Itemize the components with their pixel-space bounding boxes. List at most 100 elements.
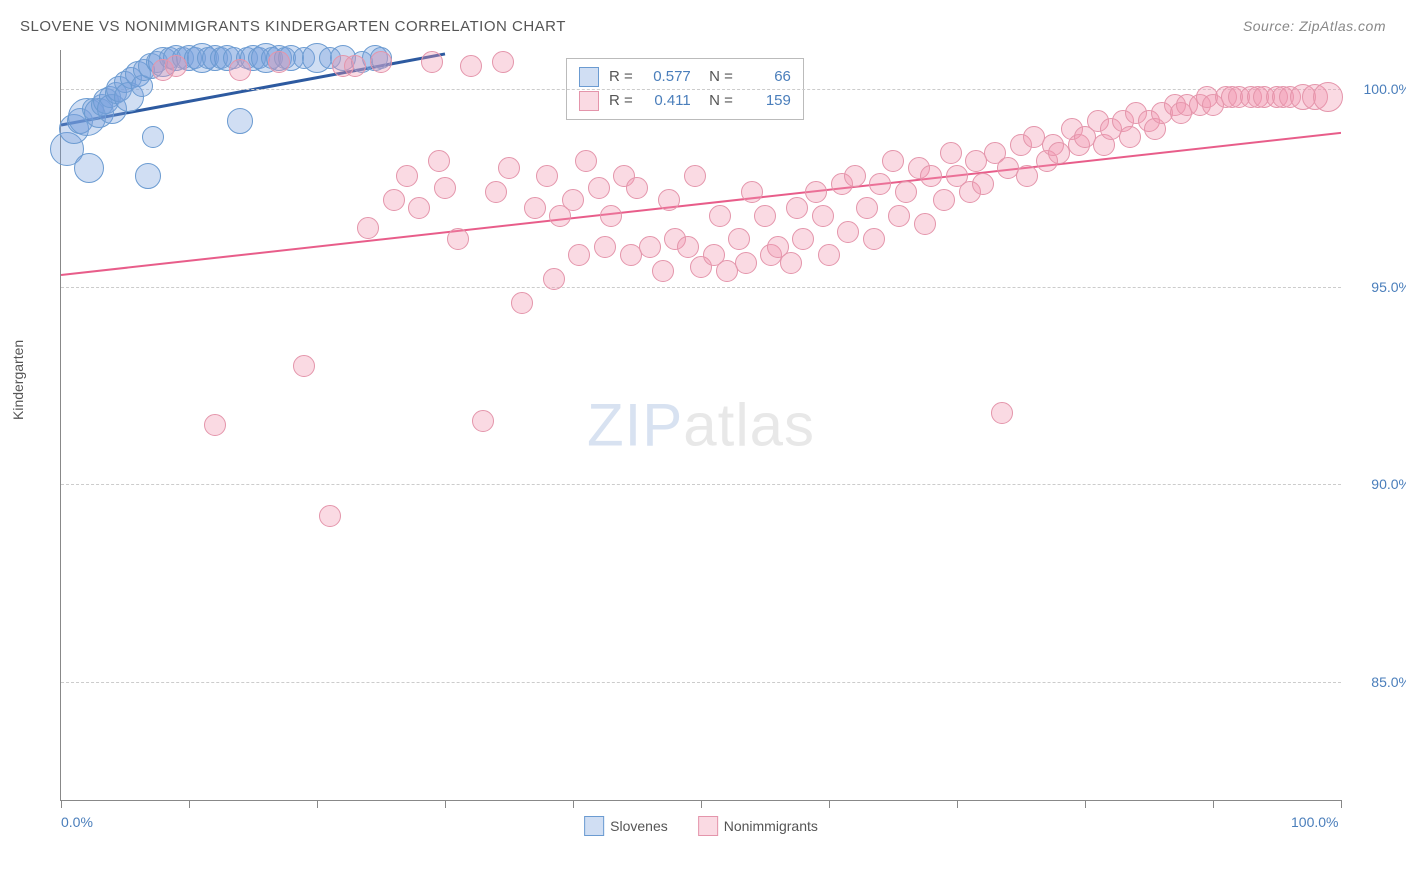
x-tick xyxy=(317,800,318,808)
data-point xyxy=(568,244,590,266)
bottom-legend: Slovenes Nonimmigrants xyxy=(584,816,818,836)
data-point xyxy=(658,189,680,211)
data-point xyxy=(709,205,731,227)
chart-source: Source: ZipAtlas.com xyxy=(1243,18,1386,35)
nonimmigrants-swatch-icon xyxy=(579,91,599,111)
data-point xyxy=(735,252,757,274)
x-tick xyxy=(701,800,702,808)
data-point xyxy=(1313,82,1343,112)
data-point xyxy=(844,165,866,187)
y-axis-label: Kindergarten xyxy=(10,340,26,420)
data-point xyxy=(383,189,405,211)
x-tick xyxy=(61,800,62,808)
x-tick xyxy=(573,800,574,808)
data-point xyxy=(888,205,910,227)
data-point xyxy=(991,402,1013,424)
gridline xyxy=(61,484,1341,485)
data-point xyxy=(684,165,706,187)
data-point xyxy=(588,177,610,199)
data-point xyxy=(460,55,482,77)
data-point xyxy=(562,189,584,211)
stats-row-nonimmigrants: R =0.411 N =159 xyxy=(579,89,791,113)
data-point xyxy=(229,59,251,81)
data-point xyxy=(626,177,648,199)
legend-item-slovenes: Slovenes xyxy=(584,816,668,836)
data-point xyxy=(812,205,834,227)
x-tick xyxy=(1341,800,1342,808)
data-point xyxy=(472,410,494,432)
data-point xyxy=(135,163,161,189)
data-point xyxy=(357,217,379,239)
data-point xyxy=(421,51,443,73)
data-point xyxy=(895,181,917,203)
data-point xyxy=(227,108,253,134)
data-point xyxy=(869,173,891,195)
data-point xyxy=(639,236,661,258)
data-point xyxy=(741,181,763,203)
plot-area: ZIPatlas R =0.577 N =66 R =0.411 N =159 … xyxy=(60,50,1341,801)
slovenes-swatch-icon xyxy=(584,816,604,836)
data-point xyxy=(524,197,546,219)
data-point xyxy=(293,355,315,377)
watermark: ZIPatlas xyxy=(587,391,815,460)
data-point xyxy=(856,197,878,219)
data-point xyxy=(428,150,450,172)
data-point xyxy=(933,189,955,211)
stats-row-slovenes: R =0.577 N =66 xyxy=(579,65,791,89)
nonimmigrants-swatch-icon xyxy=(698,816,718,836)
x-tick xyxy=(1213,800,1214,808)
gridline xyxy=(61,287,1341,288)
slovenes-swatch-icon xyxy=(579,67,599,87)
data-point xyxy=(882,150,904,172)
x-axis-label: 0.0% xyxy=(61,814,93,830)
data-point xyxy=(319,505,341,527)
data-point xyxy=(754,205,776,227)
data-point xyxy=(786,197,808,219)
data-point xyxy=(914,213,936,235)
data-point xyxy=(600,205,622,227)
data-point xyxy=(142,126,164,148)
data-point xyxy=(447,228,469,250)
x-tick xyxy=(957,800,958,808)
data-point xyxy=(940,142,962,164)
x-tick xyxy=(829,800,830,808)
data-point xyxy=(396,165,418,187)
data-point xyxy=(498,157,520,179)
data-point xyxy=(165,55,187,77)
data-point xyxy=(677,236,699,258)
data-point xyxy=(370,51,392,73)
y-tick-label: 90.0% xyxy=(1371,476,1406,492)
data-point xyxy=(511,292,533,314)
data-point xyxy=(344,55,366,77)
data-point xyxy=(728,228,750,250)
y-tick-label: 85.0% xyxy=(1371,674,1406,690)
data-point xyxy=(920,165,942,187)
data-point xyxy=(204,414,226,436)
x-tick xyxy=(189,800,190,808)
x-axis-label: 100.0% xyxy=(1291,814,1338,830)
legend-item-nonimmigrants: Nonimmigrants xyxy=(698,816,818,836)
data-point xyxy=(792,228,814,250)
y-tick-label: 100.0% xyxy=(1364,81,1406,97)
data-point xyxy=(863,228,885,250)
data-point xyxy=(408,197,430,219)
y-tick-label: 95.0% xyxy=(1371,279,1406,295)
chart-title: SLOVENE VS NONIMMIGRANTS KINDERGARTEN CO… xyxy=(20,18,566,35)
data-point xyxy=(594,236,616,258)
gridline xyxy=(61,682,1341,683)
data-point xyxy=(837,221,859,243)
data-point xyxy=(543,268,565,290)
data-point xyxy=(805,181,827,203)
data-point xyxy=(1119,126,1141,148)
data-point xyxy=(575,150,597,172)
data-point xyxy=(972,173,994,195)
data-point xyxy=(818,244,840,266)
x-tick xyxy=(1085,800,1086,808)
gridline xyxy=(61,89,1341,90)
data-point xyxy=(780,252,802,274)
x-tick xyxy=(445,800,446,808)
data-point xyxy=(268,51,290,73)
regression-lines xyxy=(61,50,1341,800)
data-point xyxy=(1016,165,1038,187)
data-point xyxy=(485,181,507,203)
